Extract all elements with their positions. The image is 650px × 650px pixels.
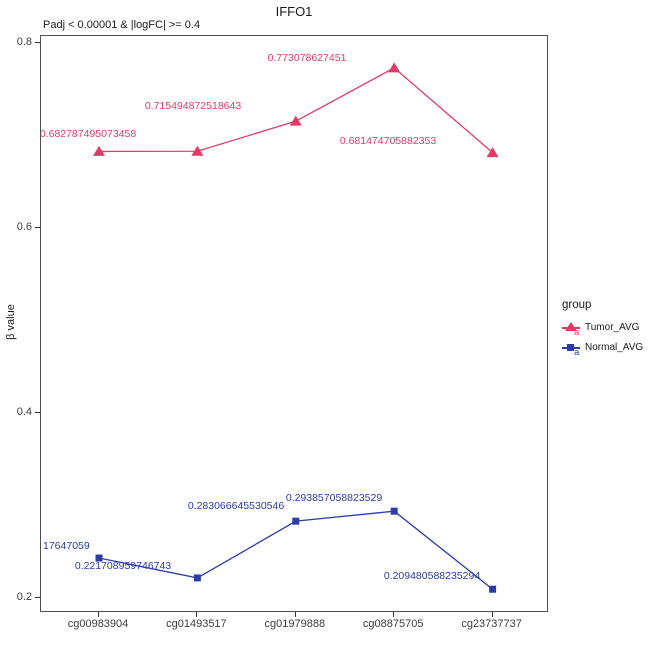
y-tick-mark [35, 42, 40, 43]
point-value-label: 0.682787495073458 [40, 128, 137, 140]
legend: group a Tumor_AVG a Normal_AVG [562, 299, 643, 358]
point-value-label: 0.283066645530546 [187, 500, 285, 512]
point-value-label: 0.681474705882353 [339, 135, 437, 147]
legend-key: a [562, 318, 582, 338]
plot-panel: 0.682787495073458 0.715494872518643 0.7730… [40, 35, 548, 612]
point-value-label: 17647059 [43, 540, 90, 552]
point-value-label: 0.221708959746743 [74, 560, 172, 572]
legend-items: a Tumor_AVG a Normal_AVG [562, 318, 644, 358]
tumor_avg-point-marker [486, 147, 499, 158]
legend-item-row: a Normal_AVG [562, 338, 644, 358]
x-tick-mark [294, 612, 296, 617]
normal_avg-point-marker [193, 574, 201, 582]
point-value-label: 0.773078627451 [267, 52, 347, 64]
x-tick-mark [196, 612, 198, 617]
legend-item-label: Tumor_AVG [585, 322, 640, 333]
legend-key-triangle-icon [565, 322, 577, 331]
x-tick-label: cg08875705 [362, 618, 424, 630]
point-value-label: 0.293857058823529 [285, 492, 383, 504]
legend-key: a [562, 338, 582, 358]
x-tick-mark [491, 612, 493, 617]
x-tick-label: cg01493517 [166, 618, 227, 630]
y-tick-mark [35, 227, 40, 228]
point-value-label: 0.715494872518643 [144, 100, 242, 112]
legend-key-a-glyph: a [574, 327, 580, 338]
y-tick-mark [35, 412, 40, 413]
legend-key-a-glyph: a [574, 347, 580, 358]
x-tick-mark [393, 612, 395, 617]
normal_avg-point-marker [390, 507, 398, 515]
x-tick-label: cg00983904 [67, 618, 129, 630]
point-value-label: 0.209480588235294 [383, 570, 481, 582]
plot-canvas [93, 62, 499, 593]
normal_avg-point-marker [489, 585, 497, 593]
x-tick-mark [98, 612, 99, 617]
x-tick-label: cg01979888 [264, 618, 326, 630]
plot-title: IFFO1 [275, 4, 313, 19]
legend-key-square-icon [567, 344, 574, 351]
y-tick-mark [35, 597, 40, 598]
y-tick-label: 0.4 [16, 406, 32, 418]
legend-item-label: Normal_AVG [585, 342, 644, 353]
tumor_avg-point-marker [191, 145, 204, 156]
tumor_avg-point-marker [388, 62, 401, 73]
y-tick-label: 0.2 [16, 591, 32, 603]
legend-item-row: a Tumor_AVG [562, 318, 643, 338]
x-tick-label: cg23737737 [461, 618, 522, 630]
y-tick-label: 0.8 [16, 36, 32, 48]
plot-subtitle: Padj < 0.00001 & |logFC| >= 0.4 [43, 19, 201, 31]
tumor_avg-point-marker [289, 115, 302, 126]
y-tick-label: 0.6 [16, 221, 32, 233]
y-axis-title: β value [5, 304, 17, 340]
tumor_avg-point-marker [93, 145, 105, 156]
legend-title: group [562, 299, 592, 311]
normal_avg-point-marker [292, 517, 300, 525]
normal_avg-point-marker [95, 554, 103, 562]
